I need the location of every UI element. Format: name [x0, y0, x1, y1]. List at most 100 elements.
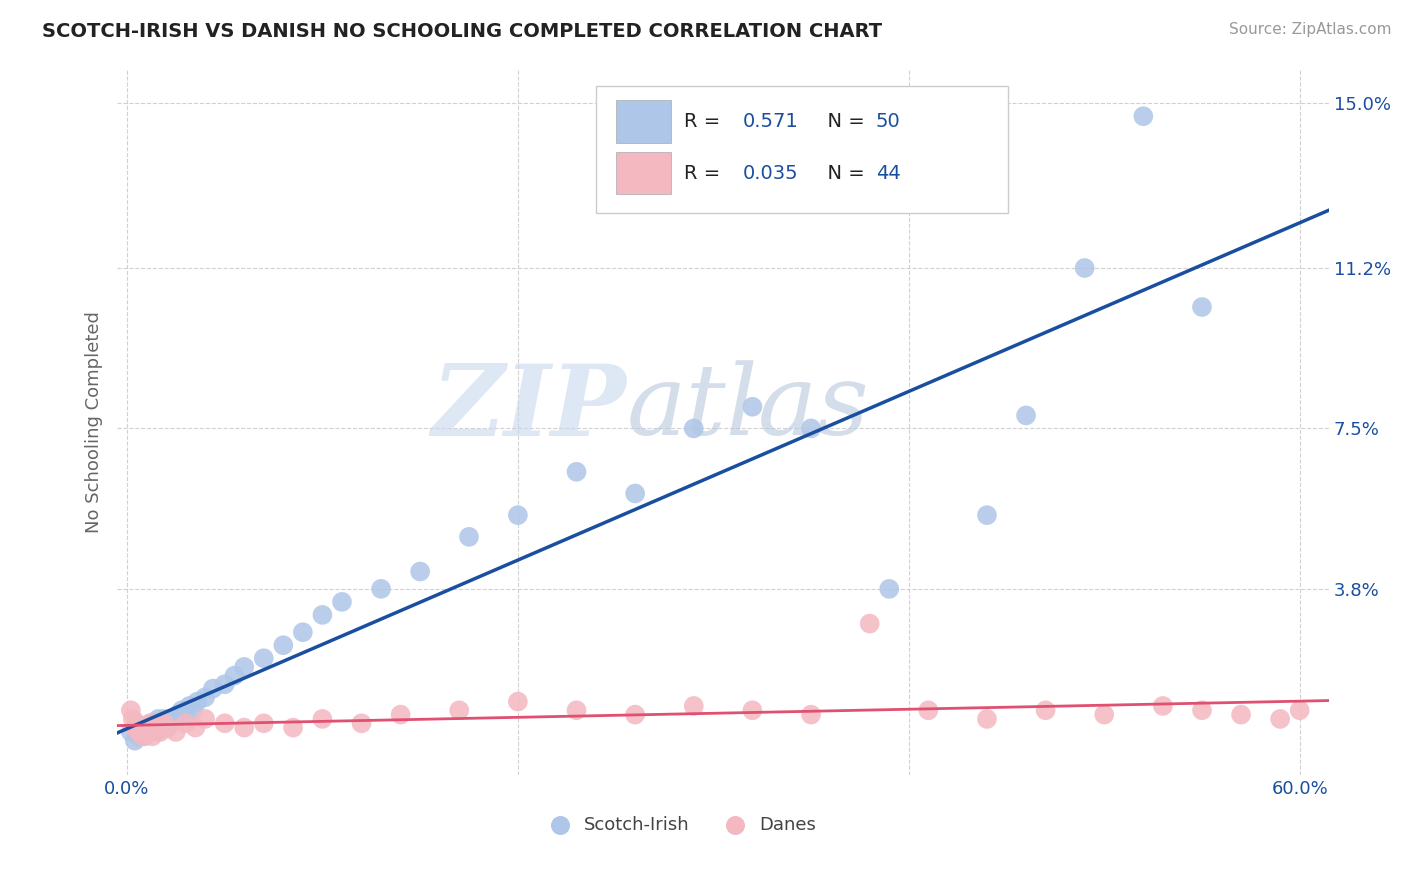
Point: [149, 721, 172, 735]
Point: [506, 508, 529, 523]
Point: [859, 616, 882, 631]
Point: [128, 725, 150, 739]
Point: [976, 712, 998, 726]
Point: [370, 582, 392, 596]
Point: [565, 703, 588, 717]
Text: N =: N =: [815, 163, 872, 183]
Point: [134, 729, 156, 743]
Point: [682, 421, 704, 435]
Text: atlas: atlas: [626, 360, 869, 456]
Point: [121, 712, 143, 726]
Point: [150, 716, 173, 731]
Point: [253, 716, 276, 731]
Point: [134, 725, 156, 739]
Text: Source: ZipAtlas.com: Source: ZipAtlas.com: [1229, 22, 1392, 37]
Point: [1152, 698, 1174, 713]
Point: [214, 716, 236, 731]
Point: [350, 716, 373, 731]
Point: [409, 565, 432, 579]
Point: [194, 712, 217, 726]
Point: [1191, 703, 1213, 717]
Point: [166, 707, 188, 722]
Point: [682, 698, 704, 713]
Point: [131, 729, 153, 743]
Point: [138, 725, 160, 739]
Point: [253, 651, 276, 665]
Text: 0.035: 0.035: [742, 163, 799, 183]
Point: [194, 690, 217, 705]
Point: [1092, 707, 1115, 722]
Point: [141, 721, 163, 735]
Text: 0.571: 0.571: [742, 112, 799, 131]
Point: [1132, 109, 1154, 123]
Point: [184, 721, 207, 735]
Bar: [616, 152, 671, 194]
Point: [141, 729, 163, 743]
Point: [148, 712, 170, 726]
Point: [1035, 703, 1057, 717]
Point: [120, 725, 142, 739]
Point: [129, 721, 152, 735]
Bar: [616, 100, 671, 143]
Point: [917, 703, 939, 717]
Point: [128, 729, 150, 743]
Point: [214, 677, 236, 691]
Text: R =: R =: [685, 112, 727, 131]
Point: [273, 638, 295, 652]
Point: [124, 733, 146, 747]
Point: [449, 703, 471, 717]
Point: [174, 716, 197, 731]
Point: [139, 716, 162, 731]
Point: [1230, 707, 1253, 722]
Point: [281, 721, 304, 735]
Point: [153, 712, 176, 726]
Point: [311, 607, 333, 622]
Point: [170, 703, 193, 717]
Text: Scotch-Irish: Scotch-Irish: [583, 816, 689, 834]
Point: [145, 725, 167, 739]
Point: [1015, 409, 1038, 423]
Point: [1191, 300, 1213, 314]
Point: [506, 695, 529, 709]
Point: [624, 486, 647, 500]
Point: [153, 716, 176, 731]
Point: [120, 703, 142, 717]
Text: SCOTCH-IRISH VS DANISH NO SCHOOLING COMPLETED CORRELATION CHART: SCOTCH-IRISH VS DANISH NO SCHOOLING COMP…: [42, 22, 883, 41]
Point: [145, 721, 167, 735]
Point: [311, 712, 333, 726]
Point: [139, 716, 162, 731]
FancyBboxPatch shape: [596, 87, 1008, 213]
Point: [291, 625, 314, 640]
Point: [179, 698, 201, 713]
Point: [135, 721, 157, 735]
Point: [877, 582, 900, 596]
Point: [174, 707, 197, 722]
Point: [741, 400, 763, 414]
Point: [138, 725, 160, 739]
Point: [800, 707, 823, 722]
Point: [186, 695, 208, 709]
Point: [330, 595, 353, 609]
Text: 50: 50: [876, 112, 900, 131]
Point: [976, 508, 998, 523]
Point: [143, 716, 166, 731]
Point: [1288, 703, 1310, 717]
Point: [624, 707, 647, 722]
Point: [125, 716, 148, 731]
Point: [155, 721, 177, 735]
Text: R =: R =: [685, 163, 727, 183]
Point: [565, 465, 588, 479]
Point: [1268, 712, 1291, 726]
Point: [233, 721, 256, 735]
Point: [156, 721, 179, 735]
Point: [131, 725, 153, 739]
Y-axis label: No Schooling Completed: No Schooling Completed: [86, 311, 103, 533]
Text: ZIP: ZIP: [432, 359, 626, 456]
Point: [129, 721, 152, 735]
Point: [233, 660, 256, 674]
Point: [124, 721, 146, 735]
Point: [1073, 260, 1095, 275]
Point: [149, 725, 172, 739]
Point: [389, 707, 412, 722]
Point: [135, 721, 157, 735]
